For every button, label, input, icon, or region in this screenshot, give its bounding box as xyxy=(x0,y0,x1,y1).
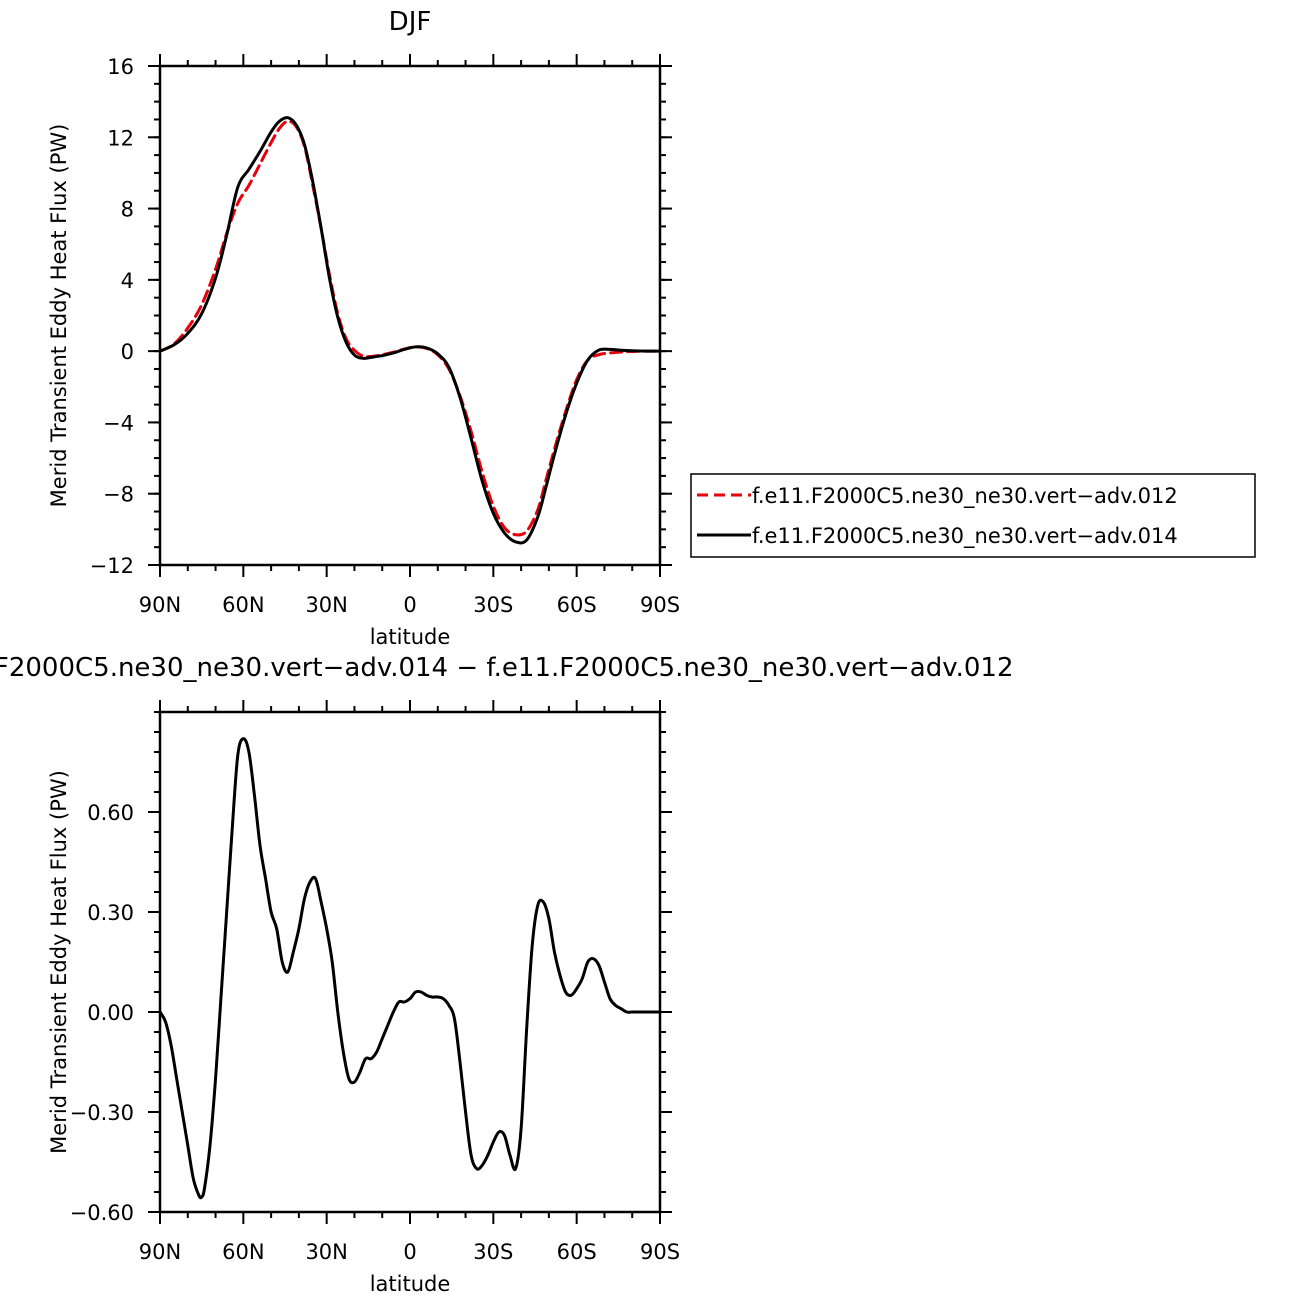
plot-frame xyxy=(158,64,662,567)
legend-label: f.e11.F2000C5.ne30_ne30.vert−adv.014 xyxy=(752,524,1178,549)
chart-title: DJF xyxy=(389,7,432,37)
series-line-0 xyxy=(158,737,662,1200)
series-line-1 xyxy=(158,116,662,545)
y-tick-label: −12 xyxy=(90,554,134,578)
y-tick-label: 16 xyxy=(107,55,134,79)
x-axis-label: latitude xyxy=(370,1272,451,1296)
y-tick-label: 0.00 xyxy=(87,1001,134,1025)
y-tick-label: −0.60 xyxy=(70,1201,134,1225)
y-tick-label: −8 xyxy=(103,483,134,507)
y-tick-label: 4 xyxy=(121,269,134,293)
legend-box xyxy=(690,473,1256,558)
y-tick-label: 0.30 xyxy=(87,901,134,925)
x-tick-label: 30S xyxy=(473,1240,513,1264)
x-tick-label: 60N xyxy=(222,593,264,617)
x-tick-label: 60S xyxy=(557,1240,597,1264)
y-tick-label: −4 xyxy=(103,411,134,435)
y-tick-label: 0 xyxy=(121,340,134,364)
x-tick-label: 90S xyxy=(640,593,680,617)
y-axis-label: Merid Transient Eddy Heat Flux (PW) xyxy=(47,124,71,508)
x-tick-label: 60S xyxy=(557,593,597,617)
y-axis-label: Merid Transient Eddy Heat Flux (PW) xyxy=(47,770,71,1154)
x-tick-label: 30N xyxy=(305,593,347,617)
x-tick-label: 30S xyxy=(473,593,513,617)
x-tick-label: 30N xyxy=(305,1240,347,1264)
top-panel: DJF 90N 60N 30N 0 30S 60S 90S latitude 16 12 8 4 0 −4 −… xyxy=(47,7,1256,649)
y-tick-label: −0.30 xyxy=(70,1101,134,1125)
x-tick-label: 90S xyxy=(640,1240,680,1264)
y-tick-label: 8 xyxy=(121,198,134,222)
bottom-panel: f.e11.F2000C5.ne30_ne30.vert−adv.014 − f… xyxy=(0,653,1013,1296)
x-tick-label: 90N xyxy=(139,593,181,617)
x-axis-label: latitude xyxy=(370,625,451,649)
legend: f.e11.F2000C5.ne30_ne30.vert−adv.012 f.e1… xyxy=(690,473,1256,558)
x-tick-label: 0 xyxy=(403,593,416,617)
series-line-0 xyxy=(158,119,662,537)
y-tick-label: 12 xyxy=(107,126,134,150)
x-tick-label: 60N xyxy=(222,1240,264,1264)
legend-label: f.e11.F2000C5.ne30_ne30.vert−adv.012 xyxy=(752,484,1178,509)
chart-title: f.e11.F2000C5.ne30_ne30.vert−adv.014 − f… xyxy=(0,653,1013,683)
x-tick-label: 0 xyxy=(403,1240,416,1264)
y-tick-label: 0.60 xyxy=(87,801,134,825)
x-tick-label: 90N xyxy=(139,1240,181,1264)
